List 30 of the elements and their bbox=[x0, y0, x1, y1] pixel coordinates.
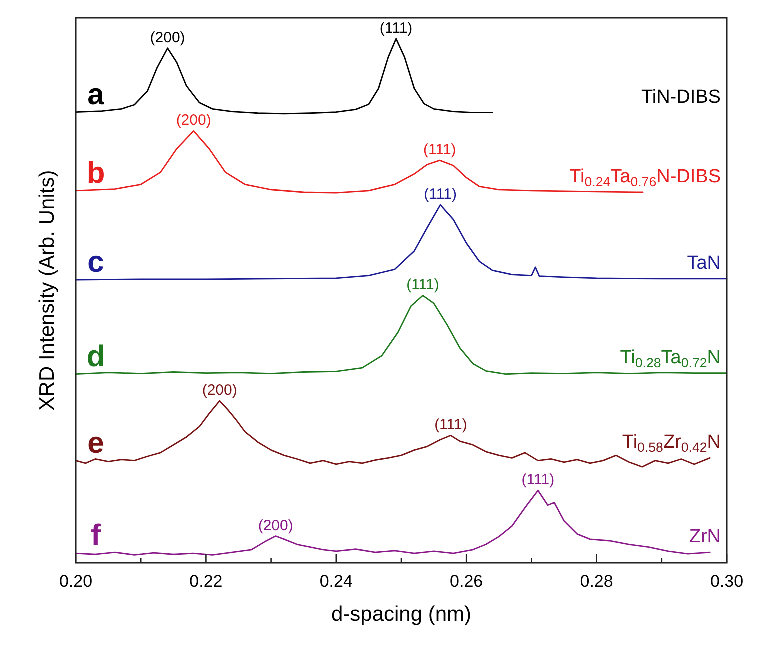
text: TiN-DIBS bbox=[641, 86, 721, 108]
annotation: (200) bbox=[176, 112, 212, 130]
annotation: (111) bbox=[434, 416, 468, 434]
annotation: a bbox=[88, 78, 105, 112]
x-tick-label: 0.22 bbox=[190, 572, 223, 591]
x-tick-label: 0.24 bbox=[320, 572, 353, 591]
annotation: b bbox=[86, 156, 106, 190]
series-label: Ti$_{0.58}$Zr$_{0.42}$N bbox=[622, 432, 721, 456]
y-axis-title: XRD Intensity (Arb. Units) bbox=[36, 170, 59, 411]
annotation: (111) bbox=[522, 472, 555, 489]
x-tick-label: 0.28 bbox=[580, 572, 614, 591]
annotation: e bbox=[88, 426, 104, 460]
annotation: (111) bbox=[424, 186, 457, 204]
series-label: Ti$_{0.28}$Ta$_{0.72}$N bbox=[620, 347, 721, 370]
annotation: (200) bbox=[202, 382, 238, 400]
annotation: c bbox=[88, 246, 104, 280]
annotation: f bbox=[91, 520, 102, 553]
series-label: Ti$_{0.24}$Ta$_{0.76}$N-DIBS bbox=[570, 166, 721, 190]
annotation: (200) bbox=[258, 517, 294, 534]
annotation: (111) bbox=[424, 142, 456, 159]
series-label: ZrN bbox=[689, 526, 721, 548]
annotation: (111) bbox=[406, 276, 440, 294]
series-label: TaN bbox=[687, 252, 721, 274]
x-axis-title: d-spacing (nm) bbox=[331, 603, 472, 626]
x-tick-label: 0.30 bbox=[710, 572, 744, 591]
annotation: (200) bbox=[150, 29, 186, 46]
annotation: (111) bbox=[380, 20, 413, 37]
annotation: d bbox=[86, 340, 106, 374]
x-tick-label: 0.26 bbox=[450, 572, 484, 591]
x-tick-label: 0.20 bbox=[59, 572, 93, 591]
